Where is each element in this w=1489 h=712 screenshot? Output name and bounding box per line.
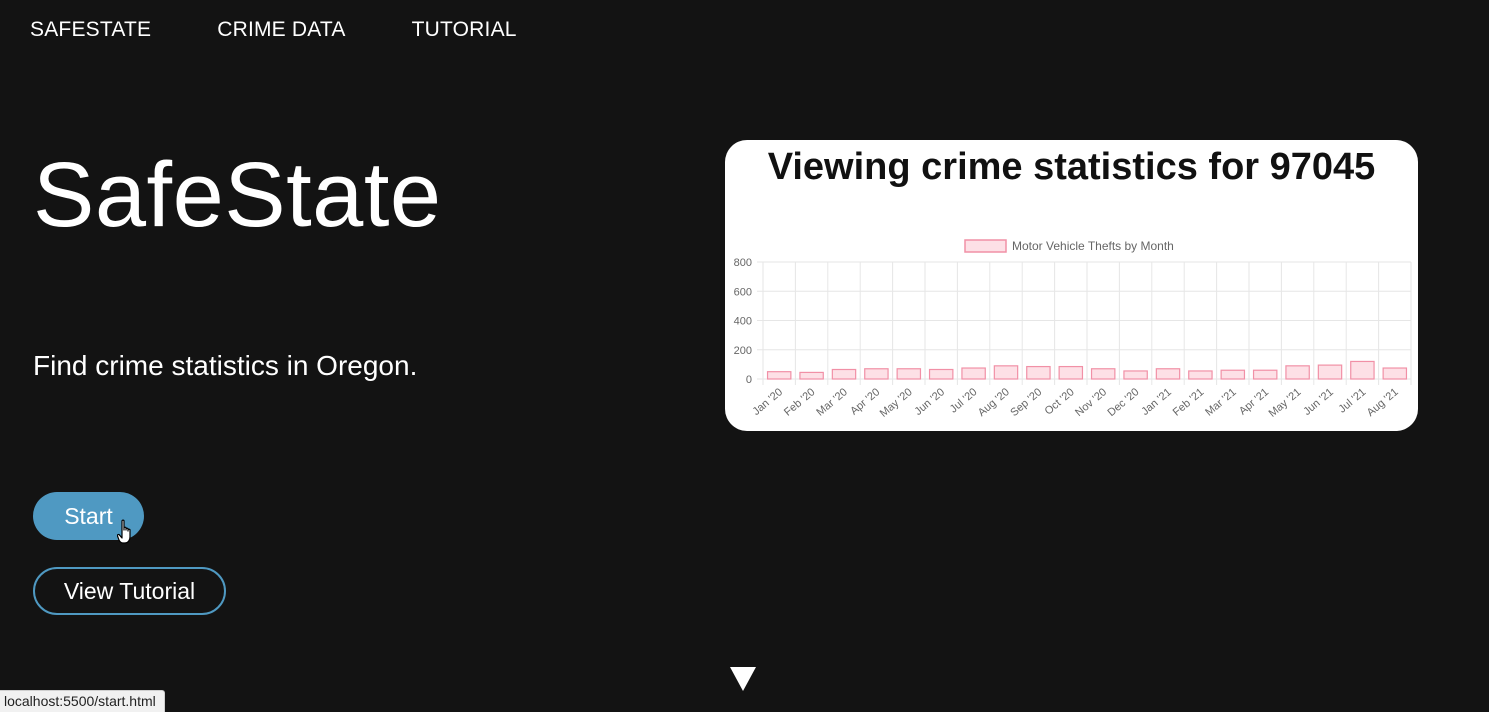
x-tick-label: Jan '20 <box>750 386 785 418</box>
bar <box>1123 370 1148 380</box>
bar <box>831 368 857 380</box>
nav-item-tutorial[interactable]: TUTORIAL <box>411 18 517 41</box>
bar <box>928 368 954 380</box>
hand-pointer-icon <box>117 519 131 544</box>
x-tick-label: Oct '20 <box>1043 386 1077 417</box>
x-tick-label: Feb '21 <box>1171 386 1207 419</box>
bar <box>993 365 1019 380</box>
legend-label: Motor Vehicle Thefts by Month <box>1012 239 1174 253</box>
bar <box>896 368 922 380</box>
bar <box>1350 360 1375 380</box>
nav-item-safestate[interactable]: SAFESTATE <box>30 18 152 41</box>
hero-title: SafeState <box>33 144 442 246</box>
bar <box>1382 367 1408 380</box>
y-tick-label: 400 <box>734 316 752 328</box>
y-tick-label: 0 <box>746 374 752 386</box>
top-nav: SAFESTATE CRIME DATA TUTORIAL <box>30 18 583 42</box>
bar <box>864 368 889 380</box>
crime-chart-card: Viewing crime statistics for 97045 Motor… <box>725 140 1418 431</box>
x-tick-label: Aug '21 <box>1365 386 1401 419</box>
y-tick-label: 600 <box>734 286 752 298</box>
bar <box>1317 364 1343 380</box>
y-tick-label: 200 <box>734 345 752 357</box>
x-tick-label: May '20 <box>878 386 915 420</box>
bar <box>1155 368 1181 380</box>
bar <box>1026 365 1051 380</box>
x-tick-label: Sep '20 <box>1008 386 1044 419</box>
x-tick-label: Aug '20 <box>976 386 1012 419</box>
x-tick-label: Nov '20 <box>1073 386 1109 419</box>
bar <box>1285 365 1310 380</box>
y-tick-label: 800 <box>734 257 752 269</box>
bar <box>1090 368 1116 380</box>
bar <box>799 371 824 380</box>
bar <box>1220 369 1246 380</box>
x-tick-label: May '21 <box>1267 386 1304 420</box>
x-tick-label: Jun '20 <box>912 386 947 418</box>
bar <box>1252 369 1278 380</box>
nav-item-crime-data[interactable]: CRIME DATA <box>217 18 346 41</box>
x-tick-label: Jan '21 <box>1139 386 1174 418</box>
x-tick-label: Jul '20 <box>948 386 980 415</box>
x-tick-label: Apr '21 <box>1237 386 1271 417</box>
bar <box>1058 365 1084 380</box>
x-tick-label: Mar '20 <box>814 386 850 419</box>
x-tick-label: Mar '21 <box>1203 386 1239 419</box>
status-bar-url: localhost:5500/start.html <box>0 690 165 712</box>
x-tick-label: Jun '21 <box>1301 386 1336 418</box>
bar <box>961 367 986 380</box>
view-tutorial-button[interactable]: View Tutorial <box>33 567 226 615</box>
bar <box>766 371 792 380</box>
x-tick-label: Dec '20 <box>1106 386 1142 419</box>
start-button[interactable]: Start <box>33 492 144 540</box>
x-tick-label: Feb '20 <box>782 386 818 419</box>
chart-card-title: Viewing crime statistics for 97045 <box>767 146 1376 188</box>
hero-tagline: Find crime statistics in Oregon. <box>33 350 418 381</box>
x-tick-label: Apr '20 <box>848 386 882 417</box>
legend-swatch <box>964 239 1007 253</box>
x-tick-label: Jul '21 <box>1337 386 1369 415</box>
down-arrow-icon[interactable] <box>729 666 757 692</box>
bar <box>1188 370 1213 380</box>
crime-bar-chart: Motor Vehicle Thefts by Month 0 200 400 600 8… <box>734 239 1412 420</box>
